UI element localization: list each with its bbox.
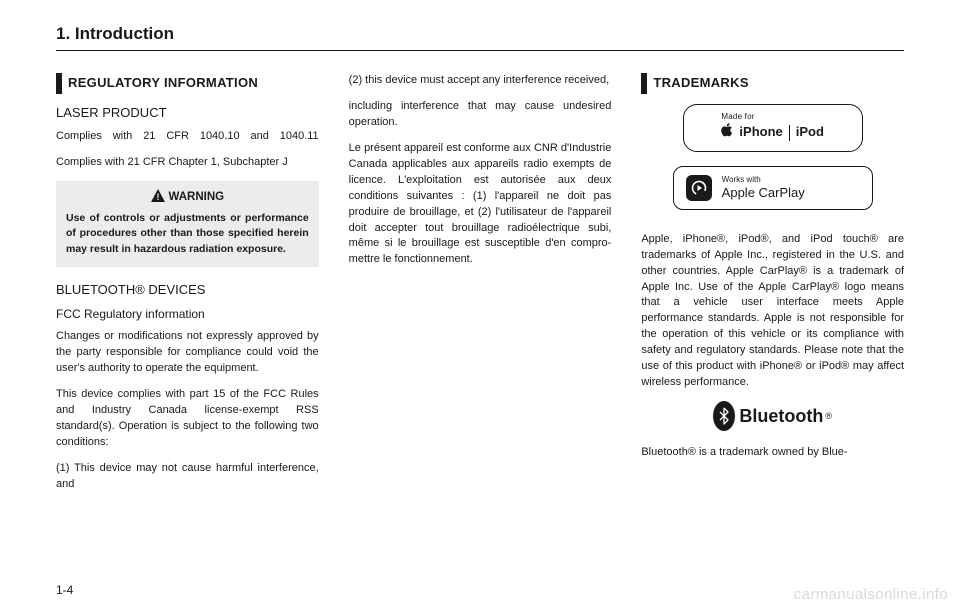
made-for-iphone-badge: Made for iPhone iPod: [683, 104, 863, 152]
col2-p1: (2) this device must accept any interfer…: [349, 73, 612, 89]
ipod-text: iPod: [796, 123, 824, 142]
registered-mark-icon: ®: [825, 410, 832, 423]
heading-bar-icon: [641, 73, 647, 94]
apple-carplay-badge: Works with Apple CarPlay: [673, 166, 873, 210]
warning-label: WARNING: [169, 191, 225, 203]
warning-box: ! WARNING Use of controls or adjustments…: [56, 181, 319, 267]
vertical-divider-icon: [789, 125, 790, 141]
laser-p2: Complies with 21 CFR Chapter 1, Subchap­…: [56, 155, 319, 171]
heading-text: TRADEMARKS: [653, 73, 748, 94]
heading-bar-icon: [56, 73, 62, 94]
iphone-text: iPhone: [739, 123, 782, 142]
page: 1. Introduction REGULATORY INFORMATION L…: [0, 0, 960, 611]
watermark-text: carmanualsonline.info: [794, 586, 948, 603]
fcc-p1: Changes or modifications not expressly a…: [56, 329, 319, 377]
regulatory-info-heading: REGULATORY INFORMATION: [56, 73, 319, 94]
svg-text:!: !: [156, 192, 159, 202]
fcc-p2: This device complies with part 15 of the…: [56, 387, 319, 451]
content-columns: REGULATORY INFORMATION LASER PRODUCT Com…: [56, 73, 904, 503]
bluetooth-logo-row: Bluetooth®: [641, 401, 904, 431]
carplay-top-text: Works with: [722, 176, 805, 184]
apple-logo-icon: [721, 123, 733, 143]
trademarks-heading: TRADEMARKS: [641, 73, 904, 94]
horizontal-rule: [56, 50, 904, 51]
carplay-bottom-text: Apple CarPlay: [722, 186, 805, 199]
laser-product-heading: LASER PRODUCT: [56, 104, 319, 123]
bluetooth-icon: [713, 401, 735, 431]
warning-body: Use of controls or adjustments or perfor…: [66, 211, 309, 257]
apple-trademark-paragraph: Apple, iPhone®, iPod®, and iPod touch® a…: [641, 232, 904, 391]
carplay-text-block: Works with Apple CarPlay: [722, 176, 805, 199]
badge-bottom-row: iPhone iPod: [721, 123, 824, 143]
col2-p3: Le présent appareil est conforme aux CNR…: [349, 141, 612, 269]
page-number: 1-4: [56, 583, 73, 597]
chapter-title: 1. Introduction: [56, 24, 904, 44]
column-1: REGULATORY INFORMATION LASER PRODUCT Com…: [56, 73, 319, 503]
badge-text-block: Made for iPhone iPod: [721, 113, 824, 143]
column-3: TRADEMARKS Made for iPhone iPod: [641, 73, 904, 503]
col2-p2: including interference that may cause un…: [349, 99, 612, 131]
column-2: (2) this device must accept any interfer…: [349, 73, 612, 503]
carplay-icon: [686, 175, 712, 201]
warning-triangle-icon: !: [151, 189, 165, 208]
laser-p1: Complies with 21 CFR 1040.10 and 1040.11: [56, 129, 319, 145]
badge-top-text: Made for: [721, 113, 824, 121]
bluetooth-trademark-paragraph: Bluetooth® is a trademark owned by Blue-: [641, 445, 904, 461]
fcc-p3: (1) This device may not cause harmful in…: [56, 461, 319, 493]
fcc-subheading: FCC Regulatory information: [56, 306, 319, 323]
warning-title: ! WARNING: [66, 189, 309, 208]
bluetooth-wordmark: Bluetooth: [739, 403, 823, 429]
heading-text: REGULATORY INFORMATION: [68, 73, 258, 94]
bluetooth-devices-heading: BLUETOOTH® DEVICES: [56, 281, 319, 300]
